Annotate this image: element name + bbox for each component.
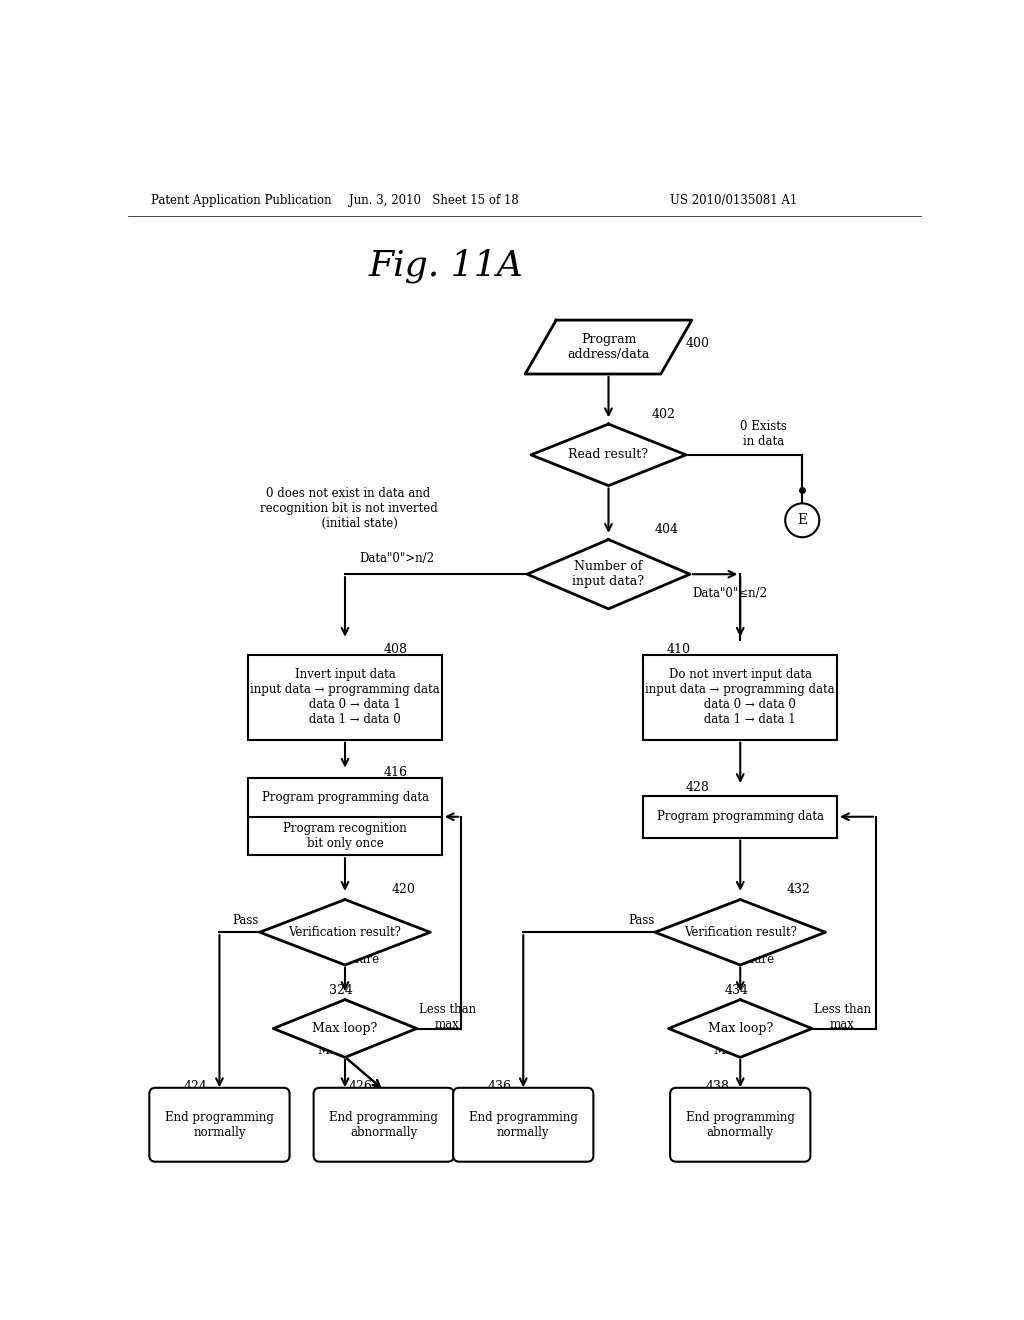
- Text: Program
address/data: Program address/data: [567, 333, 649, 362]
- Text: Read result?: Read result?: [568, 449, 648, 462]
- Polygon shape: [260, 899, 430, 965]
- Bar: [643, 796, 838, 838]
- Text: 0 Exists
in data: 0 Exists in data: [740, 420, 787, 447]
- FancyBboxPatch shape: [150, 1088, 290, 1162]
- Text: Failure: Failure: [337, 953, 379, 966]
- Text: 324: 324: [330, 983, 353, 997]
- Text: Patent Application Publication: Patent Application Publication: [152, 194, 332, 207]
- Text: Invert input data
input data → programming data
     data 0 → data 1
     data 1: Invert input data input data → programmi…: [250, 668, 440, 726]
- Polygon shape: [527, 540, 690, 609]
- Text: 417: 417: [384, 813, 408, 825]
- Text: Max: Max: [317, 1044, 344, 1056]
- Text: 428: 428: [686, 781, 710, 795]
- Text: US 2010/0135081 A1: US 2010/0135081 A1: [671, 194, 798, 207]
- Text: Max: Max: [713, 1044, 739, 1056]
- Text: E: E: [798, 513, 807, 527]
- Text: Do not invert input data
input data → programming data
     data 0 → data 0
    : Do not invert input data input data → pr…: [645, 668, 835, 726]
- Bar: [643, 655, 838, 739]
- FancyBboxPatch shape: [313, 1088, 454, 1162]
- Text: 404: 404: [655, 523, 679, 536]
- Text: 432: 432: [786, 883, 811, 896]
- Text: 424: 424: [183, 1080, 208, 1093]
- Polygon shape: [655, 899, 825, 965]
- Text: Max loop?: Max loop?: [312, 1022, 378, 1035]
- Text: Jun. 3, 2010   Sheet 15 of 18: Jun. 3, 2010 Sheet 15 of 18: [349, 194, 519, 207]
- Text: End programming
normally: End programming normally: [469, 1110, 578, 1139]
- Text: Pass: Pass: [628, 915, 654, 927]
- Polygon shape: [525, 321, 692, 374]
- Text: 400: 400: [686, 337, 710, 350]
- Text: Program recognition
bit only once: Program recognition bit only once: [283, 822, 407, 850]
- FancyBboxPatch shape: [453, 1088, 593, 1162]
- Text: 0 does not exist in data and
recognition bit is not inverted
      (initial stat: 0 does not exist in data and recognition…: [260, 487, 437, 531]
- Polygon shape: [273, 999, 417, 1057]
- Text: Max loop?: Max loop?: [708, 1022, 773, 1035]
- Text: 434: 434: [725, 983, 749, 997]
- Text: 416: 416: [384, 767, 408, 779]
- Text: Program programming data: Program programming data: [261, 791, 428, 804]
- Text: Pass: Pass: [232, 915, 259, 927]
- Polygon shape: [669, 999, 812, 1057]
- Text: Program programming data: Program programming data: [656, 810, 823, 824]
- Text: End programming
abnormally: End programming abnormally: [330, 1110, 438, 1139]
- Text: Verification result?: Verification result?: [684, 925, 797, 939]
- Text: Number of
input data?: Number of input data?: [572, 560, 644, 589]
- Text: End programming
normally: End programming normally: [165, 1110, 273, 1139]
- Polygon shape: [531, 424, 686, 486]
- Text: 426: 426: [349, 1080, 373, 1093]
- Bar: [248, 655, 442, 739]
- Text: Less than
max: Less than max: [419, 1003, 476, 1031]
- Text: End programming
abnormally: End programming abnormally: [686, 1110, 795, 1139]
- Text: Failure: Failure: [732, 953, 774, 966]
- Text: 402: 402: [651, 408, 675, 421]
- Text: 420: 420: [391, 883, 416, 896]
- Text: 436: 436: [487, 1080, 512, 1093]
- Text: 438: 438: [706, 1080, 729, 1093]
- Bar: [248, 779, 442, 855]
- Text: 410: 410: [667, 643, 690, 656]
- FancyBboxPatch shape: [670, 1088, 810, 1162]
- Text: Less than
max: Less than max: [814, 1003, 871, 1031]
- Text: Data"0">n/2: Data"0">n/2: [359, 552, 434, 565]
- Text: Fig. 11A: Fig. 11A: [369, 249, 523, 284]
- Text: Verification result?: Verification result?: [289, 925, 401, 939]
- Text: 408: 408: [384, 643, 408, 656]
- Text: Data"0"≤n/2: Data"0"≤n/2: [692, 587, 767, 601]
- Circle shape: [785, 503, 819, 537]
